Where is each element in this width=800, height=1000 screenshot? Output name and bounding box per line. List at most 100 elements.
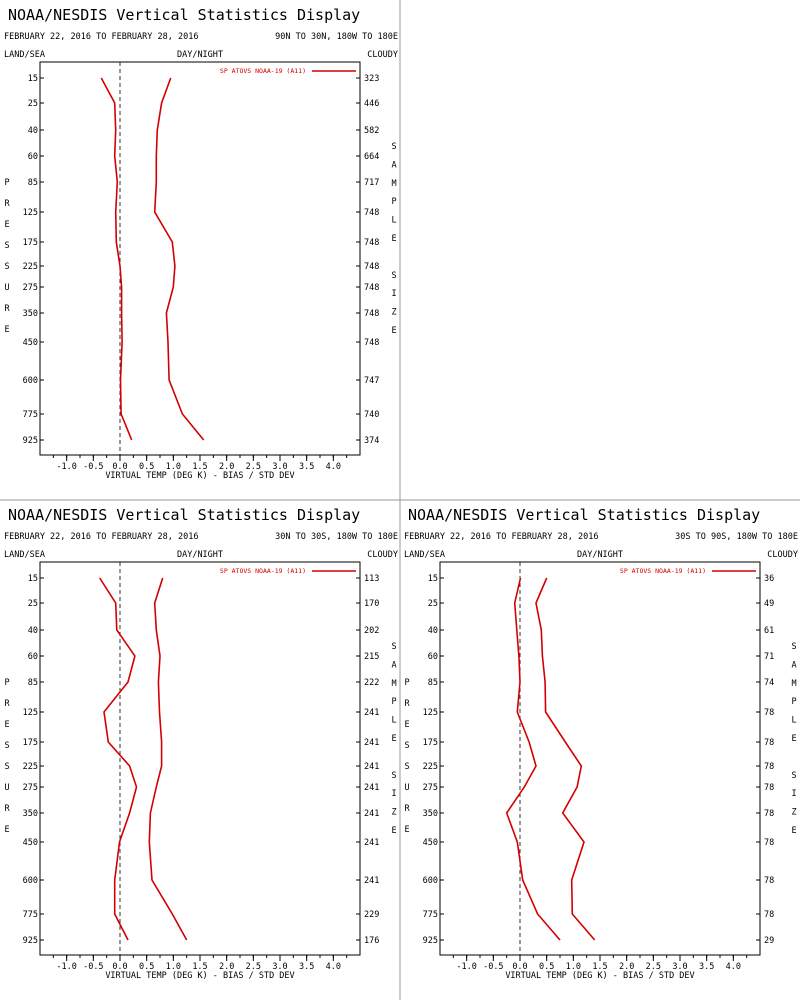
y-axis-letter: S	[404, 762, 409, 772]
y-axis-letter: E	[4, 325, 9, 335]
sample-size-label: 78	[764, 910, 774, 920]
sample-size-label: 241	[364, 708, 379, 718]
sample-size-label: 241	[364, 809, 379, 819]
y-axis-letter: R	[4, 699, 10, 709]
sample-size-label: 61	[764, 626, 774, 636]
pressure-level-label: 25	[28, 599, 38, 609]
pressure-level-label: 25	[28, 99, 38, 109]
pressure-level-label: 125	[423, 708, 438, 718]
pressure-level-label: 60	[28, 152, 38, 162]
y2-axis-letter: E	[791, 734, 796, 744]
y2-axis-letter: S	[391, 271, 396, 281]
chart-panel-2: NOAA/NESDIS Vertical Statistics Display F…	[4, 506, 398, 981]
sample-size-label: 71	[764, 652, 774, 662]
y2-axis-letter: E	[791, 826, 796, 836]
sample-size-label: 202	[364, 626, 379, 636]
pressure-level-label: 775	[423, 910, 438, 920]
chart-panel-1: NOAA/NESDIS Vertical Statistics Display F…	[4, 6, 398, 481]
land-sea-label: LAND/SEA	[404, 550, 445, 560]
legend-label: SP ATOVS NOAA-19 (A11)	[220, 67, 306, 75]
land-sea-label: LAND/SEA	[4, 550, 45, 560]
y-axis-letter: P	[4, 178, 9, 188]
y-axis-letter: S	[4, 262, 9, 272]
sample-size-label: 78	[764, 783, 774, 793]
sample-size-label: 229	[364, 910, 379, 920]
pressure-level-label: 40	[28, 126, 38, 136]
sample-size-label: 49	[764, 599, 774, 609]
y-axis-letter: U	[4, 783, 9, 793]
x-tick-label: 1.0	[566, 962, 581, 972]
x-tick-label: 3.0	[272, 962, 287, 972]
x-tick-label: 2.0	[219, 962, 234, 972]
sample-size-label: 374	[364, 436, 379, 446]
sample-size-label: 748	[364, 309, 379, 319]
y-axis-letter: E	[4, 825, 9, 835]
pressure-level-label: 60	[28, 652, 38, 662]
pressure-level-label: 225	[23, 262, 38, 272]
x-tick-label: 4.0	[726, 962, 741, 972]
pressure-level-label: 60	[428, 652, 438, 662]
x-tick-label: -1.0	[56, 962, 76, 972]
day-night-label: DAY/NIGHT	[177, 50, 223, 60]
pressure-level-label: 25	[428, 599, 438, 609]
pressure-level-label: 350	[23, 309, 38, 319]
pressure-level-label: 175	[23, 238, 38, 248]
sample-size-label: 78	[764, 809, 774, 819]
x-tick-label: 1.0	[166, 462, 181, 472]
y2-axis-letter: S	[391, 771, 396, 781]
sample-size-label: 78	[764, 738, 774, 748]
x-axis-label: VIRTUAL TEMP (DEG K) - BIAS / STD DEV	[105, 471, 294, 481]
y-axis-letter: S	[404, 741, 409, 751]
y-axis-letter: R	[404, 804, 410, 814]
chart-title: NOAA/NESDIS Vertical Statistics Display	[408, 506, 760, 524]
pressure-level-label: 15	[28, 74, 38, 84]
y2-axis-letter: A	[791, 660, 796, 670]
y-axis-letter: U	[4, 283, 9, 293]
x-tick-label: 3.5	[299, 462, 314, 472]
y2-axis-letter: I	[391, 289, 396, 299]
sample-size-label: 748	[364, 208, 379, 218]
pressure-level-label: 85	[28, 678, 38, 688]
x-tick-label: 0.0	[512, 962, 527, 972]
x-tick-label: -1.0	[456, 962, 476, 972]
pressure-level-label: 775	[23, 410, 38, 420]
sample-size-label: 78	[764, 838, 774, 848]
x-tick-label: 0.5	[139, 462, 154, 472]
pressure-level-label: 15	[428, 574, 438, 584]
pressure-level-label: 350	[23, 809, 38, 819]
sample-size-label: 222	[364, 678, 379, 688]
y2-axis-letter: M	[791, 679, 796, 689]
x-tick-label: 2.5	[246, 462, 261, 472]
y2-axis-letter: Z	[391, 808, 396, 818]
sample-size-label: 36	[764, 574, 774, 584]
y2-axis-letter: P	[391, 697, 396, 707]
pressure-level-label: 450	[23, 838, 38, 848]
bias-line	[505, 577, 561, 941]
empty-panel	[401, 0, 800, 499]
y2-axis-letter: E	[391, 326, 396, 336]
legend-label: SP ATOVS NOAA-19 (A11)	[220, 567, 306, 575]
x-tick-label: 0.0	[112, 962, 127, 972]
pressure-level-label: 85	[428, 678, 438, 688]
x-tick-label: 0.5	[139, 962, 154, 972]
sample-size-label: 446	[364, 99, 379, 109]
pressure-level-label: 450	[23, 338, 38, 348]
y2-axis-letter: L	[391, 216, 396, 226]
y2-axis-letter: E	[391, 826, 396, 836]
std-dev-line	[153, 77, 205, 441]
y2-axis-letter: Z	[391, 308, 396, 318]
cloudy-label: CLOUDY	[367, 550, 398, 560]
y-axis-letter: S	[4, 741, 9, 751]
sample-size-label: 170	[364, 599, 379, 609]
y2-axis-letter: P	[791, 697, 796, 707]
bias-line	[100, 77, 133, 441]
y2-axis-letter: L	[391, 716, 396, 726]
pressure-level-label: 125	[23, 708, 38, 718]
x-tick-label: 3.0	[672, 962, 687, 972]
chart-title: NOAA/NESDIS Vertical Statistics Display	[8, 506, 360, 524]
plot-frame	[439, 561, 761, 956]
sample-size-label: 717	[364, 178, 379, 188]
sample-size-label: 113	[364, 574, 379, 584]
x-tick-label: 4.0	[326, 462, 341, 472]
x-tick-label: 3.5	[299, 962, 314, 972]
